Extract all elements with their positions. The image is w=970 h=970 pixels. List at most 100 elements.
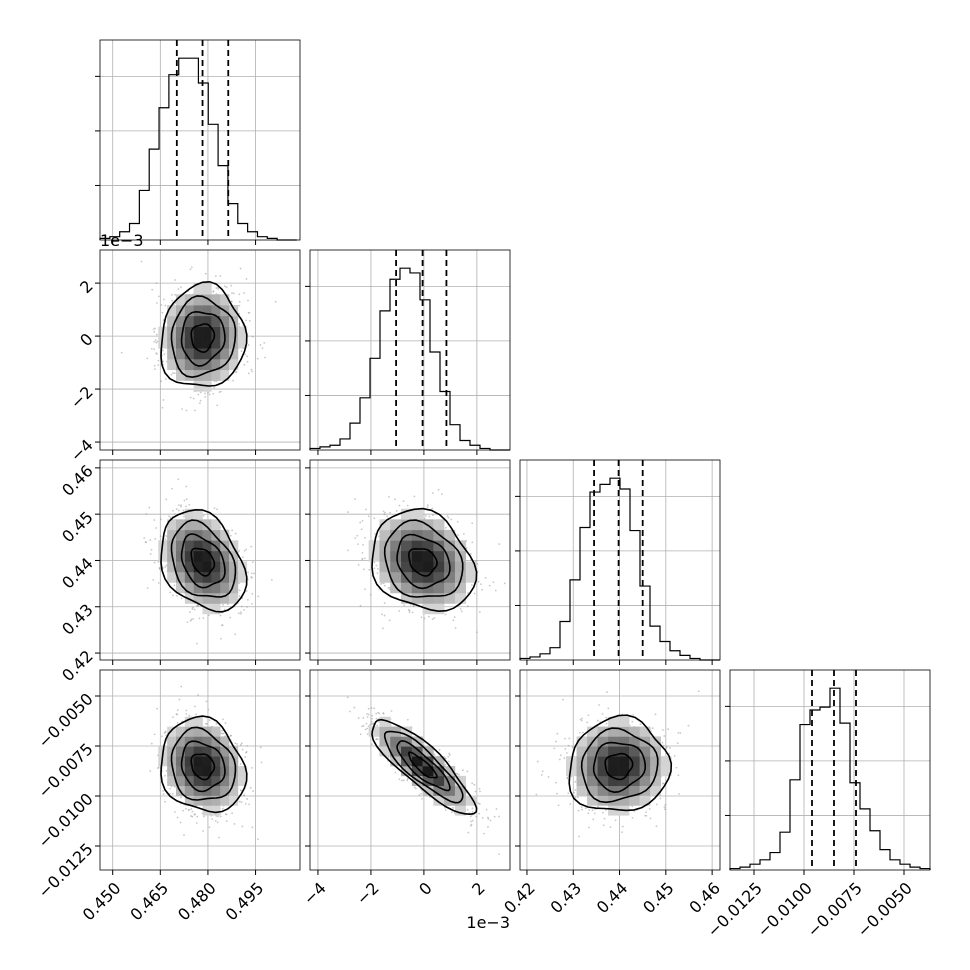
scatter-point — [398, 504, 401, 507]
scatter-point — [462, 769, 464, 772]
density-cell — [401, 592, 413, 604]
scatter-point — [149, 770, 152, 772]
scatter-point — [189, 619, 192, 622]
density-cell — [193, 294, 203, 306]
scatter-point — [359, 604, 362, 607]
scatter-point — [247, 311, 250, 314]
density-cell — [390, 571, 402, 583]
panel-frame — [99, 669, 301, 871]
scatter-point — [165, 564, 168, 567]
scatter-point — [173, 372, 176, 375]
density-cell — [411, 561, 423, 573]
scatter-point — [216, 821, 219, 824]
scatter-point — [190, 618, 193, 621]
density-cell — [229, 571, 239, 583]
density-cell — [211, 294, 221, 306]
scatter-point — [218, 391, 221, 394]
scatter-point — [202, 815, 205, 818]
density-cell — [401, 726, 413, 737]
scatter-point — [153, 561, 156, 564]
scatter-point — [233, 823, 236, 825]
density-cell — [167, 529, 177, 541]
density-cell — [422, 561, 434, 573]
density-cell — [184, 358, 194, 371]
density-cell — [193, 592, 203, 604]
density-cell — [422, 540, 434, 552]
density-cell — [211, 756, 221, 767]
scatter-point — [467, 592, 469, 594]
scatter-point — [212, 392, 215, 395]
density-cell — [167, 766, 177, 777]
density-cell — [401, 519, 413, 531]
scatter-point — [191, 608, 194, 610]
scatter-point — [373, 567, 376, 570]
scatter-point — [489, 819, 492, 822]
contour-line — [170, 519, 237, 598]
scatter-point — [218, 836, 221, 839]
scatter-point — [478, 787, 481, 790]
density-cell — [411, 550, 423, 562]
scatter-point — [154, 339, 157, 342]
scatter-point — [245, 278, 248, 280]
scatter-point — [402, 779, 405, 782]
density-cell — [184, 746, 194, 757]
scatter-point — [349, 710, 351, 713]
scatter-point — [176, 816, 179, 819]
scatter-point — [387, 756, 390, 759]
scatter-point — [213, 386, 215, 389]
scatter-point — [174, 279, 176, 281]
scatter-point — [361, 725, 363, 728]
scatter-point — [357, 564, 360, 566]
scatter-point — [476, 563, 479, 566]
scatter-point — [375, 738, 378, 741]
scatter-point — [240, 742, 243, 745]
scatter-point — [492, 581, 495, 584]
scatter-point — [408, 611, 411, 614]
scatter-point — [471, 807, 474, 810]
scatter-point — [185, 709, 188, 712]
scatter-point — [229, 534, 232, 537]
density-cell — [411, 766, 423, 777]
scatter-point — [183, 499, 186, 502]
scatter-point — [444, 613, 447, 616]
density-cell — [167, 726, 177, 737]
scatter-point — [238, 595, 241, 598]
scatter-point — [363, 557, 366, 560]
scatter-point — [479, 790, 481, 793]
density-cell — [433, 603, 445, 615]
density-cell — [433, 519, 445, 531]
density-cell — [411, 519, 423, 531]
scatter-point — [220, 390, 222, 393]
scatter-point — [190, 266, 193, 269]
scatter-point — [150, 347, 153, 350]
scatter-point — [394, 771, 397, 774]
scatter-point — [182, 809, 185, 812]
density-cell — [176, 519, 186, 531]
scatter-point — [234, 742, 237, 745]
density-cell — [390, 736, 402, 747]
contour-line — [160, 715, 248, 814]
scatter-point — [406, 777, 409, 780]
scatter-point — [160, 380, 163, 383]
density-cell — [202, 746, 212, 757]
pair-panel-inner — [347, 488, 506, 634]
scatter-point — [406, 779, 409, 782]
scatter-point — [207, 708, 210, 711]
scatter-point — [212, 290, 215, 292]
density-cell — [229, 326, 239, 338]
density-cell — [444, 592, 456, 604]
scatter-point — [238, 322, 241, 325]
density-cell — [379, 726, 391, 737]
density-cell — [176, 756, 186, 767]
scatter-point — [359, 521, 362, 524]
scatter-point — [208, 826, 211, 829]
scatter-point — [164, 378, 167, 380]
density-cell — [158, 550, 168, 562]
density-cell — [390, 550, 402, 562]
density-cell — [193, 746, 203, 757]
scatter-point — [470, 584, 473, 586]
scatter-point — [179, 821, 182, 824]
density-cell — [444, 550, 456, 562]
density-cell — [193, 540, 203, 552]
scatter-point — [445, 526, 447, 529]
